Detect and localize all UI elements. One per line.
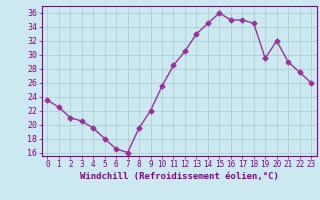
X-axis label: Windchill (Refroidissement éolien,°C): Windchill (Refroidissement éolien,°C): [80, 172, 279, 181]
